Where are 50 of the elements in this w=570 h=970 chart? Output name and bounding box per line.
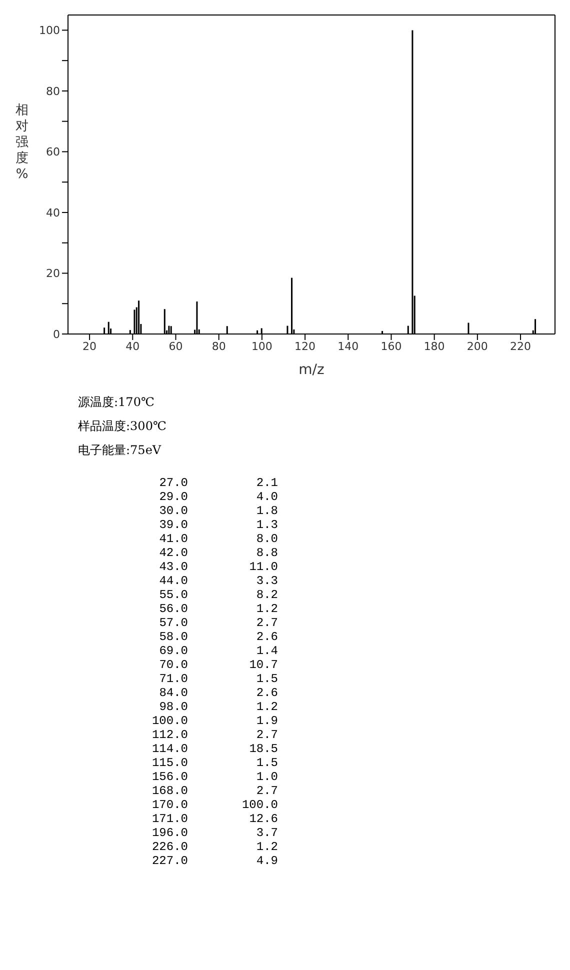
text: 84.0 2.6 [159,686,278,700]
x-tick-label: 100 [251,340,272,353]
text: 42.0 8.8 [159,546,278,560]
text: 43.0 11.0 [159,560,278,574]
x-tick-label: 220 [510,340,532,353]
text: 156.0 1.0 [152,770,278,784]
text: 41.0 8.0 [159,532,278,546]
y-axis-title: 相对强度% [14,103,30,183]
text: 电子能量:75eV [78,442,162,459]
y-tick-label: 0 [53,328,60,341]
text: 56.0 1.2 [159,602,278,616]
text: 100.0 1.9 [152,714,278,728]
y-tick-label: 60 [46,146,60,159]
x-tick-label: 180 [424,340,445,353]
text: 样品温度:300℃ [78,418,168,435]
x-tick-label: 60 [168,340,183,353]
x-tick-label: 120 [294,340,316,353]
text: 29.0 4.0 [159,490,278,504]
text: 30.0 1.8 [159,504,278,518]
y-tick-label: 80 [46,84,60,98]
text: 171.0 12.6 [152,812,278,826]
y-tick-label: 20 [46,267,60,280]
text: 98.0 1.2 [159,700,278,714]
text: 27.0 2.1 [159,476,278,490]
text: 112.0 2.7 [152,728,278,742]
x-tick-label: 200 [466,340,488,353]
x-tick-label: 80 [212,340,226,353]
x-tick-label: 160 [380,340,402,353]
text: 39.0 1.3 [159,518,278,532]
text: 227.0 4.9 [152,854,278,868]
y-tick-label: 40 [46,206,60,220]
text: 70.0 10.7 [159,658,278,672]
text: 115.0 1.5 [152,756,278,770]
text: 170.0 100.0 [152,798,278,812]
text: 168.0 2.7 [152,784,278,798]
text: 196.0 3.7 [152,826,278,840]
text: 55.0 8.2 [159,588,278,602]
x-axis-title: m/z [298,362,324,378]
x-tick-label: 140 [338,340,359,353]
text: 69.0 1.4 [159,644,278,658]
x-tick-label: 20 [82,340,97,353]
text: 226.0 1.2 [152,840,278,854]
text: 44.0 3.3 [159,574,278,588]
text: 源温度:170℃ [78,394,156,411]
text: 58.0 2.6 [159,630,278,644]
text: 114.0 18.5 [152,742,278,756]
x-tick-label: 40 [126,340,140,353]
text: 71.0 1.5 [159,672,278,686]
text: 57.0 2.7 [159,616,278,630]
y-tick-label: 100 [39,24,60,38]
